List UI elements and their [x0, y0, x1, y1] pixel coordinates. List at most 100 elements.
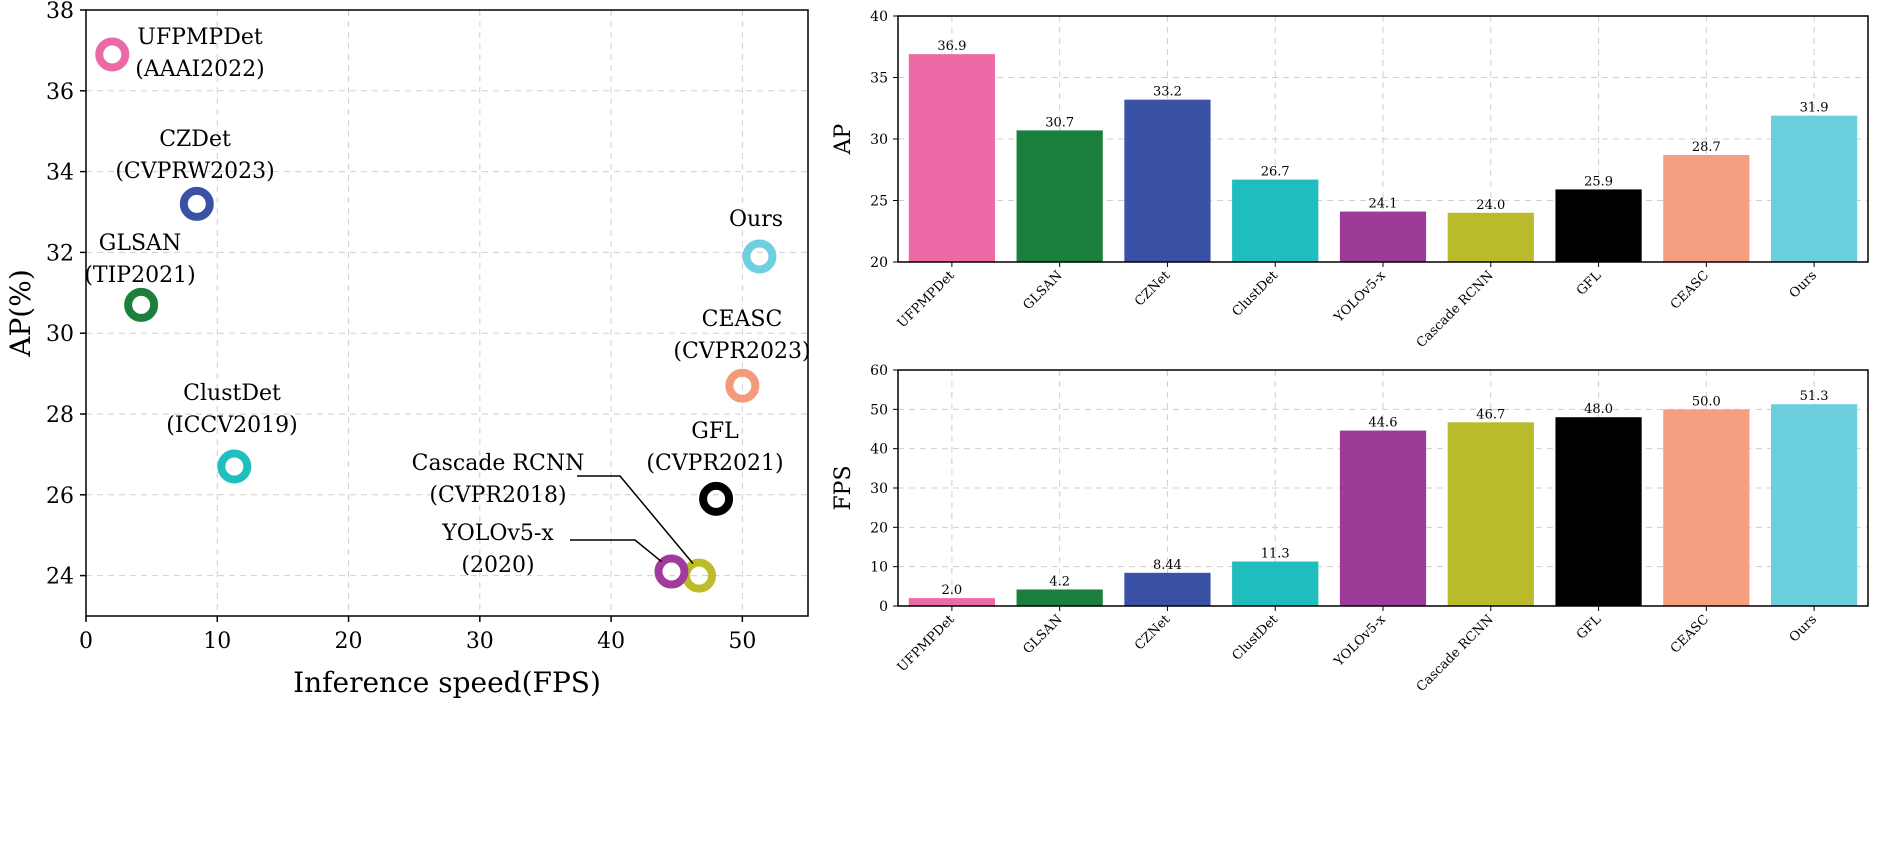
y-axis-label: AP(%) — [4, 269, 37, 358]
x-tick-label: Cascade RCNN — [1414, 268, 1497, 351]
y-tick-label: 50 — [870, 402, 888, 418]
point-venue-clustdet: (ICCV2019) — [166, 413, 297, 438]
x-tick-label: UFPMPDet — [895, 612, 959, 676]
bar-yolov5-x — [1339, 211, 1427, 262]
bar-clustdet — [1232, 179, 1319, 262]
point-venue-cascade-rcnn: (CVPR2018) — [429, 483, 566, 508]
fps-y-axis-label: FPS — [831, 465, 856, 510]
x-tick-label: Ours — [1787, 612, 1820, 645]
bar-ufpmpdet — [908, 598, 995, 606]
bar-cascade-rcnn — [1447, 212, 1534, 262]
y-tick-label: 20 — [870, 255, 888, 271]
bar-value-label: 36.9 — [937, 39, 966, 54]
y-tick-label: 40 — [870, 9, 888, 25]
y-tick-label: 26 — [46, 484, 74, 509]
y-tick-label: 28 — [46, 403, 74, 428]
x-tick-label: 20 — [335, 629, 363, 654]
x-axis-label: Inference speed(FPS) — [293, 666, 601, 699]
bar-chart-ap: 36.9 UFPMPDet 30.7 GLSAN 33.2 CZNet 26.7 ClustD… — [831, 9, 1869, 351]
y-tick-label: 20 — [870, 520, 888, 536]
point-label-ufpmpdet: UFPMPDet — [137, 25, 263, 50]
point-venue-ceasc: (CVPR2023) — [673, 339, 810, 364]
bar-chart-fps: 2.0 UFPMPDet 4.2 GLSAN 8.44 CZNet 11.3 ClustDet… — [831, 363, 1869, 695]
bar-yolov5-x — [1339, 430, 1427, 606]
x-tick-label: ClustDet — [1230, 268, 1282, 320]
bar-value-label: 51.3 — [1800, 389, 1829, 404]
x-tick-label: CEASC — [1668, 268, 1712, 312]
x-tick-label: GLSAN — [1020, 268, 1065, 313]
bar-ours — [1771, 404, 1858, 606]
x-tick-label: YOLOv5-x — [1331, 268, 1389, 326]
y-tick-label: 40 — [870, 442, 888, 458]
y-tick-label: 32 — [46, 241, 74, 266]
bar-value-label: 31.9 — [1800, 101, 1829, 116]
point-label-czdet: CZDet — [159, 127, 231, 152]
point-czdet — [179, 186, 214, 221]
bar-value-label: 2.0 — [942, 583, 963, 598]
point-venue-yolov5-x: (2020) — [461, 553, 534, 578]
bar-glsan — [1016, 589, 1103, 606]
bar-cznet — [1124, 99, 1211, 262]
y-tick-label: 30 — [46, 322, 74, 347]
bar-value-label: 8.44 — [1153, 558, 1182, 573]
bar-ceasc — [1663, 409, 1750, 606]
bar-ufpmpdet — [908, 54, 995, 262]
bar-clustdet — [1232, 561, 1319, 606]
point-venue-gfl: (CVPR2021) — [646, 451, 783, 476]
point-clustdet — [217, 449, 252, 484]
bar-value-label: 50.0 — [1692, 394, 1721, 409]
x-tick-label: GFL — [1574, 268, 1605, 299]
y-tick-label: 30 — [870, 481, 888, 497]
point-gfl — [699, 481, 734, 516]
bar-value-label: 25.9 — [1584, 174, 1613, 189]
point-venue-ufpmpdet: (AAAI2022) — [135, 57, 265, 82]
bar-cznet — [1124, 572, 1211, 606]
bar-cascade-rcnn — [1447, 422, 1534, 606]
bar-value-label: 46.7 — [1476, 407, 1505, 422]
bar-value-label: 48.0 — [1584, 402, 1613, 417]
point-venue-glsan: (TIP2021) — [84, 263, 195, 288]
y-tick-label: 35 — [870, 71, 888, 87]
x-tick-label: Ours — [1787, 268, 1820, 301]
point-ours — [742, 239, 777, 274]
bar-value-label: 4.2 — [1049, 574, 1070, 589]
point-label-ours: Ours — [729, 207, 783, 232]
bar-value-label: 11.3 — [1261, 547, 1290, 562]
scatter-chart-ap-vs-fps: 0 10 20 30 40 50 24 26 28 30 32 34 36 38 Inference spe… — [4, 0, 811, 699]
bar-gfl — [1555, 189, 1642, 262]
x-tick-label: UFPMPDet — [895, 268, 959, 332]
y-tick-label: 34 — [46, 161, 74, 186]
leader-line-yolov5-x — [570, 539, 662, 563]
x-tick-label: 30 — [466, 629, 494, 654]
point-glsan — [124, 287, 159, 322]
x-tick-label: YOLOv5-x — [1331, 612, 1389, 670]
bar-value-label: 33.2 — [1153, 85, 1182, 100]
bar-value-label: 30.7 — [1045, 115, 1074, 130]
bar-gfl — [1555, 417, 1642, 606]
point-label-clustdet: ClustDet — [183, 381, 281, 406]
x-tick-label: CZNet — [1132, 268, 1174, 310]
point-label-cascade-rcnn: Cascade RCNN — [412, 451, 585, 476]
point-label-ceasc: CEASC — [702, 307, 783, 332]
bar-value-label: 24.1 — [1369, 197, 1398, 212]
y-tick-label: 30 — [870, 132, 888, 148]
bar-glsan — [1016, 130, 1103, 262]
y-tick-label: 38 — [46, 0, 74, 24]
plot-frame — [85, 9, 809, 617]
x-tick-label: GFL — [1574, 612, 1605, 643]
bar-value-label: 26.7 — [1261, 165, 1290, 180]
bar-ceasc — [1663, 154, 1750, 262]
x-tick-label: GLSAN — [1020, 612, 1065, 657]
point-label-yolov5-x: YOLOv5-x — [441, 521, 554, 546]
y-tick-label: 10 — [870, 560, 888, 576]
point-yolov5-x — [654, 554, 689, 589]
bar-ours — [1771, 115, 1858, 262]
x-tick-label: 50 — [728, 629, 756, 654]
point-cascade-rcnn — [682, 558, 717, 593]
x-tick-label: 0 — [79, 629, 93, 654]
x-tick-label: Cascade RCNN — [1414, 612, 1497, 695]
y-tick-label: 25 — [870, 194, 888, 210]
leader-line-cascade-rcnn — [577, 475, 694, 565]
bar-value-label: 28.7 — [1692, 140, 1721, 155]
